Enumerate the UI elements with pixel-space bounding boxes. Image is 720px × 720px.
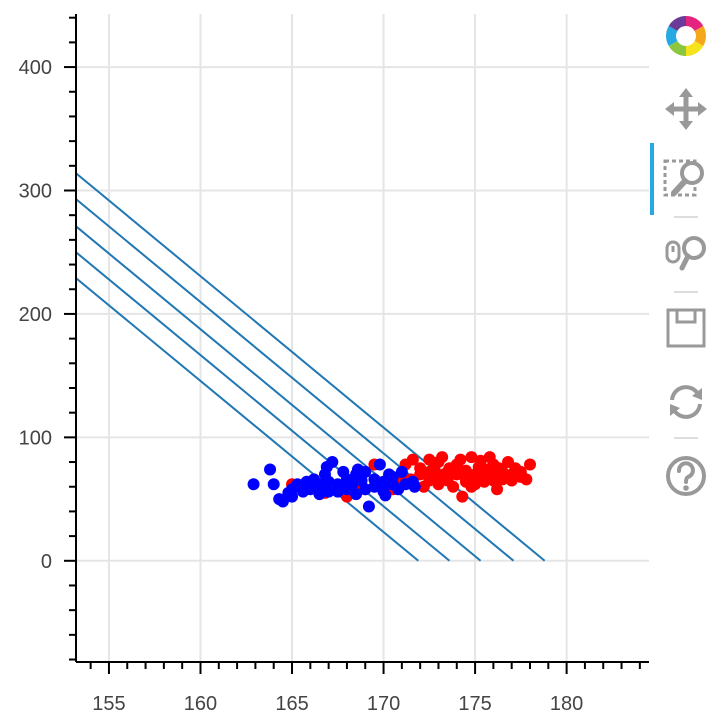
red-point xyxy=(524,458,537,471)
blue-point xyxy=(264,463,277,476)
red-point xyxy=(496,473,509,486)
red-point xyxy=(437,468,450,481)
diagonal-line xyxy=(75,251,451,562)
red-point xyxy=(414,462,427,475)
red-point xyxy=(491,483,504,496)
red-point xyxy=(481,465,494,478)
y-tick-label: 0 xyxy=(41,551,52,573)
red-point xyxy=(454,453,467,466)
blue-point xyxy=(386,470,399,483)
toolbar xyxy=(650,0,720,720)
blue-point xyxy=(395,465,408,478)
red-point xyxy=(447,480,460,493)
blue-point xyxy=(247,478,260,491)
red-point xyxy=(432,478,445,491)
axes xyxy=(75,14,649,663)
bokeh-logo-icon[interactable] xyxy=(662,12,710,60)
blue-point xyxy=(322,485,335,498)
y-tick-label: 400 xyxy=(19,57,52,79)
blue-point xyxy=(302,480,315,493)
toolbar-separator xyxy=(674,216,698,218)
blue-point xyxy=(362,500,375,513)
reset-icon[interactable] xyxy=(662,378,710,426)
box-zoom-icon[interactable] xyxy=(662,155,710,203)
red-point xyxy=(450,468,463,481)
blue-point xyxy=(379,489,392,502)
blue-point xyxy=(331,485,344,498)
y-tick-label: 200 xyxy=(19,304,52,326)
red-point xyxy=(465,480,478,493)
red-point xyxy=(428,464,441,477)
red-point xyxy=(520,473,533,486)
x-tick-label: 160 xyxy=(184,693,217,715)
toolbar-separator xyxy=(674,437,698,439)
scatter-plot[interactable]: 155 160 165 170 175 180 0 100 200 300 400 xyxy=(0,0,650,720)
scatter-points xyxy=(247,451,537,513)
x-tick-label: 175 xyxy=(458,693,491,715)
toolbar-separator xyxy=(674,291,698,293)
axis-ticks: 155 160 165 170 175 180 0 100 200 300 400 xyxy=(19,16,641,715)
blue-point xyxy=(350,488,363,501)
blue-point xyxy=(322,475,335,488)
blue-point xyxy=(313,488,326,501)
save-icon[interactable] xyxy=(662,304,710,352)
y-tick-label: 100 xyxy=(19,427,52,449)
help-icon[interactable] xyxy=(662,452,710,500)
blue-point xyxy=(320,460,333,473)
red-point xyxy=(465,451,478,464)
grid xyxy=(76,14,649,662)
x-tick-label: 165 xyxy=(275,693,308,715)
y-tick-label: 300 xyxy=(19,181,52,203)
blue-point xyxy=(373,458,386,471)
blue-point xyxy=(267,478,280,491)
red-point xyxy=(505,474,518,487)
blue-point xyxy=(359,483,372,496)
x-tick-label: 155 xyxy=(92,693,125,715)
x-tick-label: 180 xyxy=(550,693,583,715)
line-series xyxy=(75,172,546,562)
blue-point xyxy=(276,495,289,508)
red-point xyxy=(436,451,449,464)
red-point xyxy=(406,453,419,466)
blue-point xyxy=(346,478,359,491)
pan-icon[interactable] xyxy=(662,85,710,133)
red-point xyxy=(474,454,487,467)
x-tick-label: 170 xyxy=(367,693,400,715)
red-point xyxy=(478,475,491,488)
diagonal-line xyxy=(75,277,419,562)
red-point xyxy=(456,490,469,503)
blue-point xyxy=(408,480,421,493)
diagonal-line xyxy=(75,225,482,562)
diagonal-line xyxy=(75,198,515,562)
blue-point xyxy=(368,473,381,486)
red-point xyxy=(459,464,472,477)
blue-point xyxy=(351,463,364,476)
red-point xyxy=(423,474,436,487)
wheel-zoom-icon[interactable] xyxy=(662,230,710,278)
active-tool-indicator xyxy=(650,143,654,215)
blue-point xyxy=(313,478,326,491)
